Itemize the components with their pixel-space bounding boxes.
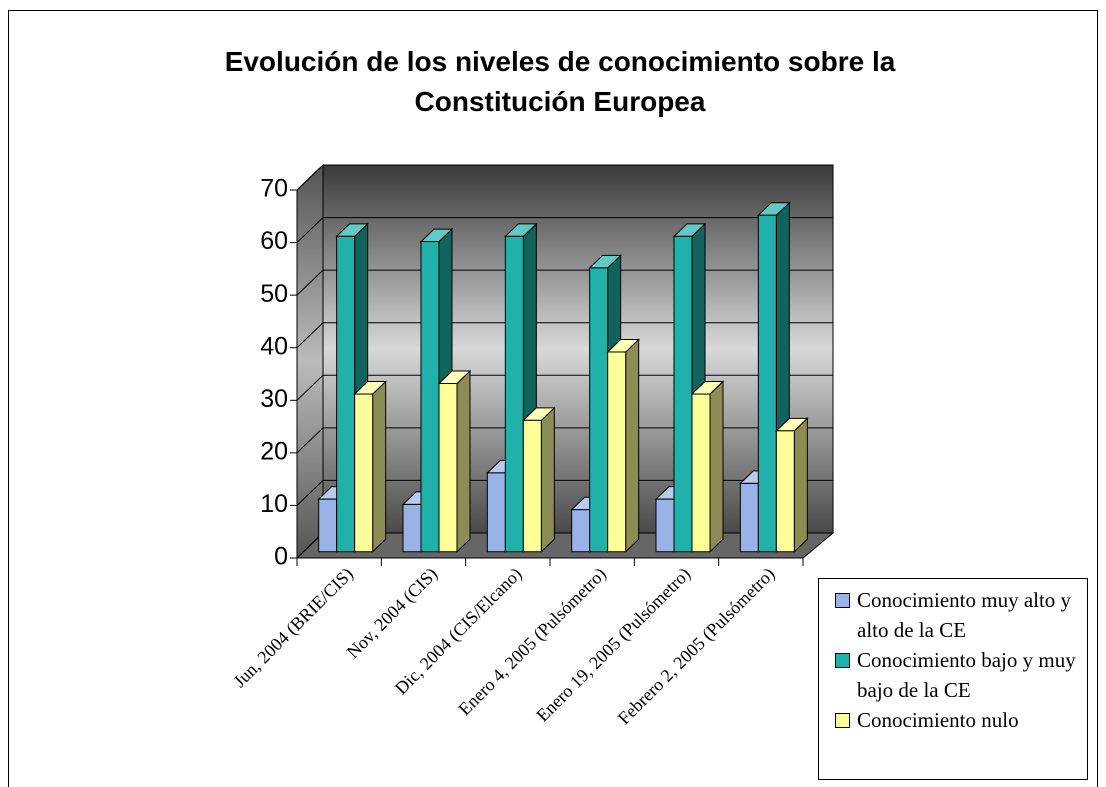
bar-front (354, 393, 374, 553)
bar-front (571, 509, 591, 553)
x-tick-label: Jun, 2004 (BRIE/CIS) (229, 564, 357, 692)
legend: Conocimiento muy alto y alto de la CE Con… (818, 578, 1088, 780)
bar-side (540, 406, 555, 553)
chart-frame (8, 10, 1098, 787)
grid-line (296, 164, 833, 191)
bar-side (456, 369, 471, 553)
legend-entry: Conocimiento bajo y muy bajo de la CE (835, 645, 1087, 705)
y-tick-label: 10 (260, 490, 288, 518)
grid-line (296, 374, 833, 401)
y-tick-label: 0 (274, 543, 288, 571)
bar (522, 406, 556, 553)
legend-swatch (835, 713, 850, 728)
legend-label: Conocimiento nulo (857, 708, 1019, 732)
legend-entry: Conocimiento muy alto y alto de la CE (835, 585, 1087, 645)
bar-front (589, 267, 609, 553)
bar-front (655, 498, 675, 553)
grid-line (296, 269, 833, 296)
legend-swatch (835, 653, 850, 668)
legend-entry: Conocimiento nulo (835, 705, 1087, 735)
bar-front (504, 235, 524, 553)
bar-front (318, 498, 338, 553)
bar-front (438, 383, 458, 553)
bar-front (486, 472, 506, 553)
bar-front (522, 419, 542, 553)
bar (606, 338, 640, 553)
y-tick-label: 40 (260, 332, 288, 360)
bar-front (420, 241, 440, 553)
bar-side (793, 417, 808, 553)
bar-front (673, 235, 693, 553)
y-tick-label: 50 (260, 280, 288, 308)
x-tick-label: Enero 4, 2005 (Pulsómetro) (454, 564, 610, 720)
x-tick-label: Febrero 2, 2005 (Pulsómetro) (614, 564, 779, 729)
bar-side (709, 380, 724, 553)
grid-line (296, 217, 833, 243)
bar (775, 417, 809, 553)
bar (353, 380, 387, 553)
y-tick-label: 30 (260, 385, 288, 413)
legend-label: Conocimiento muy alto y alto de la CE (857, 588, 1072, 642)
bar (437, 369, 472, 553)
bar-front (739, 482, 759, 553)
x-tick-label: Enero 19, 2005 (Pulsómetro) (532, 564, 695, 727)
bar-side (625, 338, 640, 553)
bar-side (372, 380, 387, 553)
grid-line (296, 479, 833, 506)
legend-label: Conocimiento bajo y muy bajo de la CE (857, 648, 1076, 702)
chart-title: Evolución de los niveles de conocimiento… (224, 46, 896, 117)
bar-front (402, 503, 422, 553)
bar (690, 380, 725, 553)
legend-swatch (835, 593, 850, 608)
grid-line (296, 427, 833, 454)
grid-line (296, 322, 833, 349)
bar-front (775, 430, 795, 553)
bar-front (691, 393, 711, 553)
bar-front (336, 235, 356, 553)
bar-front (607, 351, 627, 553)
bar-front (757, 214, 777, 553)
y-tick-label: 60 (260, 227, 288, 255)
y-tick-label: 20 (260, 437, 288, 465)
y-tick-label: 70 (260, 175, 288, 203)
